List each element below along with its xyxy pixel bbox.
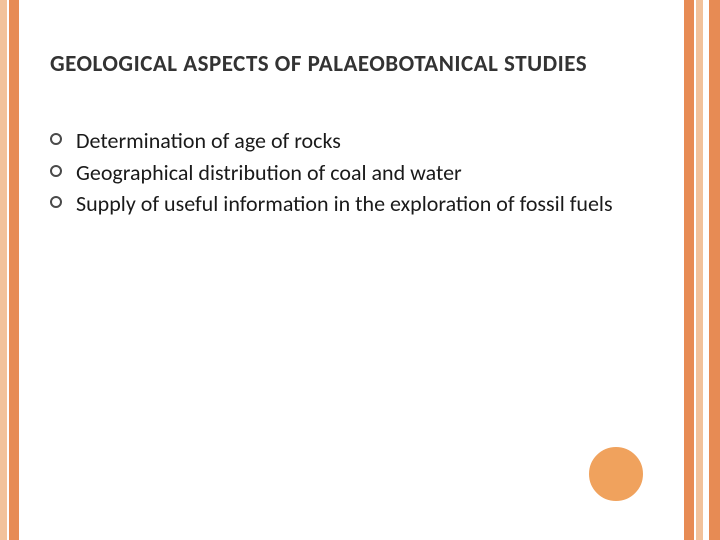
list-item: Geographical distribution of coal and wa… bbox=[50, 158, 660, 188]
bullet-list: Determination of age of rocks Geographic… bbox=[50, 126, 660, 219]
list-item-text: Geographical distribution of coal and wa… bbox=[76, 159, 462, 186]
decorative-stripe bbox=[709, 0, 720, 540]
accent-circle-icon bbox=[586, 444, 646, 504]
page-title: GEOLOGICAL ASPECTS OF PALAEOBOTANICAL ST… bbox=[50, 50, 660, 78]
ring-bullet-icon bbox=[50, 133, 62, 145]
decorative-stripe bbox=[696, 0, 703, 540]
list-item-text: Determination of age of rocks bbox=[76, 127, 341, 154]
list-item: Determination of age of rocks bbox=[50, 126, 660, 156]
list-item-text: Supply of useful information in the expl… bbox=[76, 190, 613, 217]
ring-bullet-icon bbox=[50, 196, 62, 208]
decorative-stripe bbox=[684, 0, 694, 540]
ring-bullet-icon bbox=[50, 165, 62, 177]
decorative-stripe bbox=[0, 0, 7, 540]
decorative-stripe bbox=[9, 0, 19, 540]
list-item: Supply of useful information in the expl… bbox=[50, 189, 660, 219]
